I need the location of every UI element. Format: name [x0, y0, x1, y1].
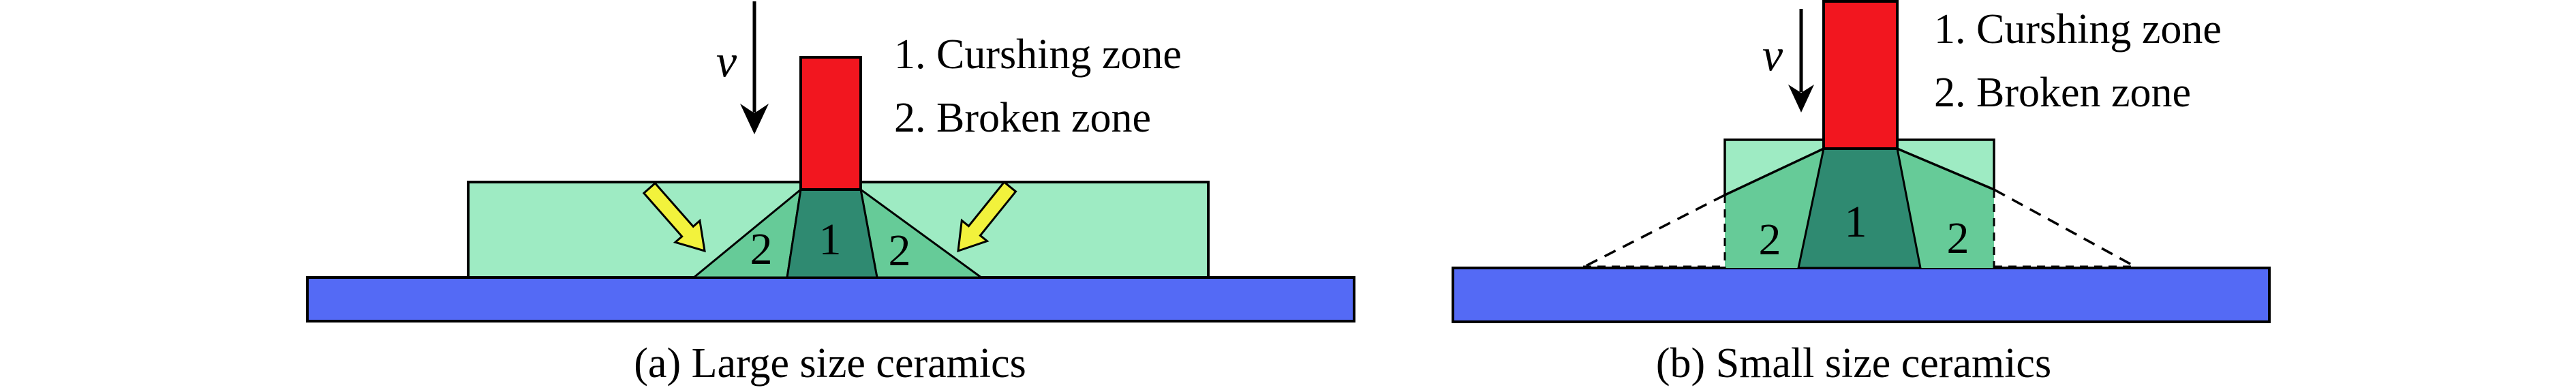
caption-panel-a: (a) Large size ceramics	[634, 340, 1026, 387]
fracture-dashed-left-b	[1582, 194, 1726, 269]
velocity-arrow-icon-b	[1788, 9, 1814, 112]
indenter-rod-a	[799, 56, 862, 191]
base-plate-b	[1452, 267, 2271, 323]
broken-zone-number-right-a: 2	[888, 226, 911, 275]
caption-panel-b: (b) Small size ceramics	[1655, 340, 2052, 387]
panel-a-diagram	[306, 1, 1355, 322]
legend-crushing-zone-a: 1. Curshing zone	[894, 31, 1182, 78]
broken-zone-number-left-b: 2	[1758, 215, 1781, 265]
broken-zone-number-left-a: 2	[750, 224, 773, 274]
indenter-rod-b	[1822, 0, 1899, 150]
legend-broken-zone-a: 2. Broken zone	[894, 95, 1152, 141]
crushing-zone-number-b: 1	[1844, 197, 1867, 247]
impact-arrow-right-icon-a	[957, 180, 1017, 253]
legend-broken-zone-b: 2. Broken zone	[1934, 70, 2192, 116]
broken-zone-number-right-b: 2	[1946, 213, 1969, 263]
velocity-arrow-icon-a	[740, 1, 769, 134]
velocity-label-a: v	[716, 35, 737, 87]
velocity-arrowhead-a	[740, 104, 769, 134]
legend-crushing-zone-b: 1. Curshing zone	[1934, 6, 2222, 52]
panel-b-diagram	[1452, 0, 2271, 323]
fracture-line-left-b	[1724, 147, 1824, 196]
impact-arrow-left-icon-a	[642, 181, 706, 253]
velocity-label-b: v	[1762, 29, 1783, 81]
base-plate-a	[306, 276, 1355, 322]
crushing-zone-number-a: 1	[818, 215, 842, 265]
velocity-arrowhead-b	[1788, 85, 1814, 112]
fracture-dashed-right-b	[1993, 188, 2137, 269]
fracture-line-right-b	[1897, 147, 1995, 191]
